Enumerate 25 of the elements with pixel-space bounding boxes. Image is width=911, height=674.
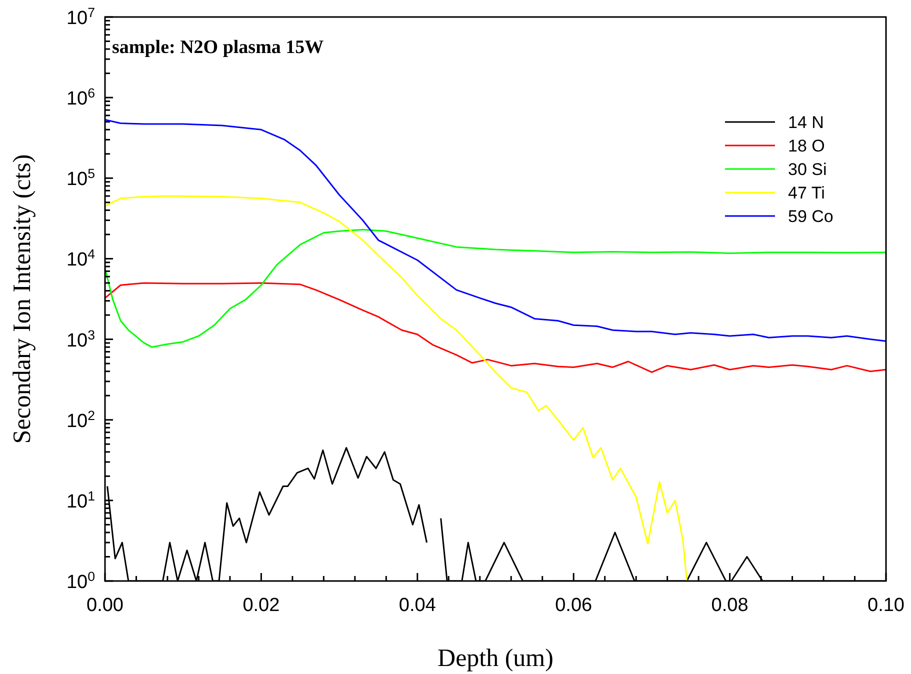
x-tick-label: 0.06 [555,595,592,616]
x-tick-label: 0.04 [398,595,436,616]
y-tick-label: 10$^{4}$ [66,246,95,271]
line-series [105,282,886,373]
y-tick-label: 10$^{2}$ [66,407,95,432]
y-axis-title: Secondary Ion Intensity (cts) [9,154,36,444]
legend-label: 59 Co [788,207,834,226]
legend-label: 18 O [788,136,825,156]
x-tick-label: 0.02 [242,595,280,616]
legend-label: 30 Si [788,160,827,179]
x-tick-label: 0.08 [711,595,748,616]
y-tick-label: 10$^{1}$ [66,488,95,512]
y-tick-label: 10$^{3}$ [66,326,95,352]
y-tick-label: 10$^{5}$ [66,166,95,190]
legend-label: 14 N [788,113,824,132]
y-tick-label: 10$^{6}$ [66,85,95,110]
line-series [105,195,688,581]
x-tick-label: 0.00 [86,595,124,616]
legend-label: 47 Ti [788,184,825,202]
y-tick-label: 10$^{0}$ [66,568,95,593]
x-axis-title: Depth (um) [438,645,554,672]
annotation: sample: N2O plasma 15W [112,37,324,58]
y-tick-label: 10$^{7}$ [66,4,95,29]
line-series [105,228,886,348]
x-tick-label: 0.10 [868,595,904,616]
